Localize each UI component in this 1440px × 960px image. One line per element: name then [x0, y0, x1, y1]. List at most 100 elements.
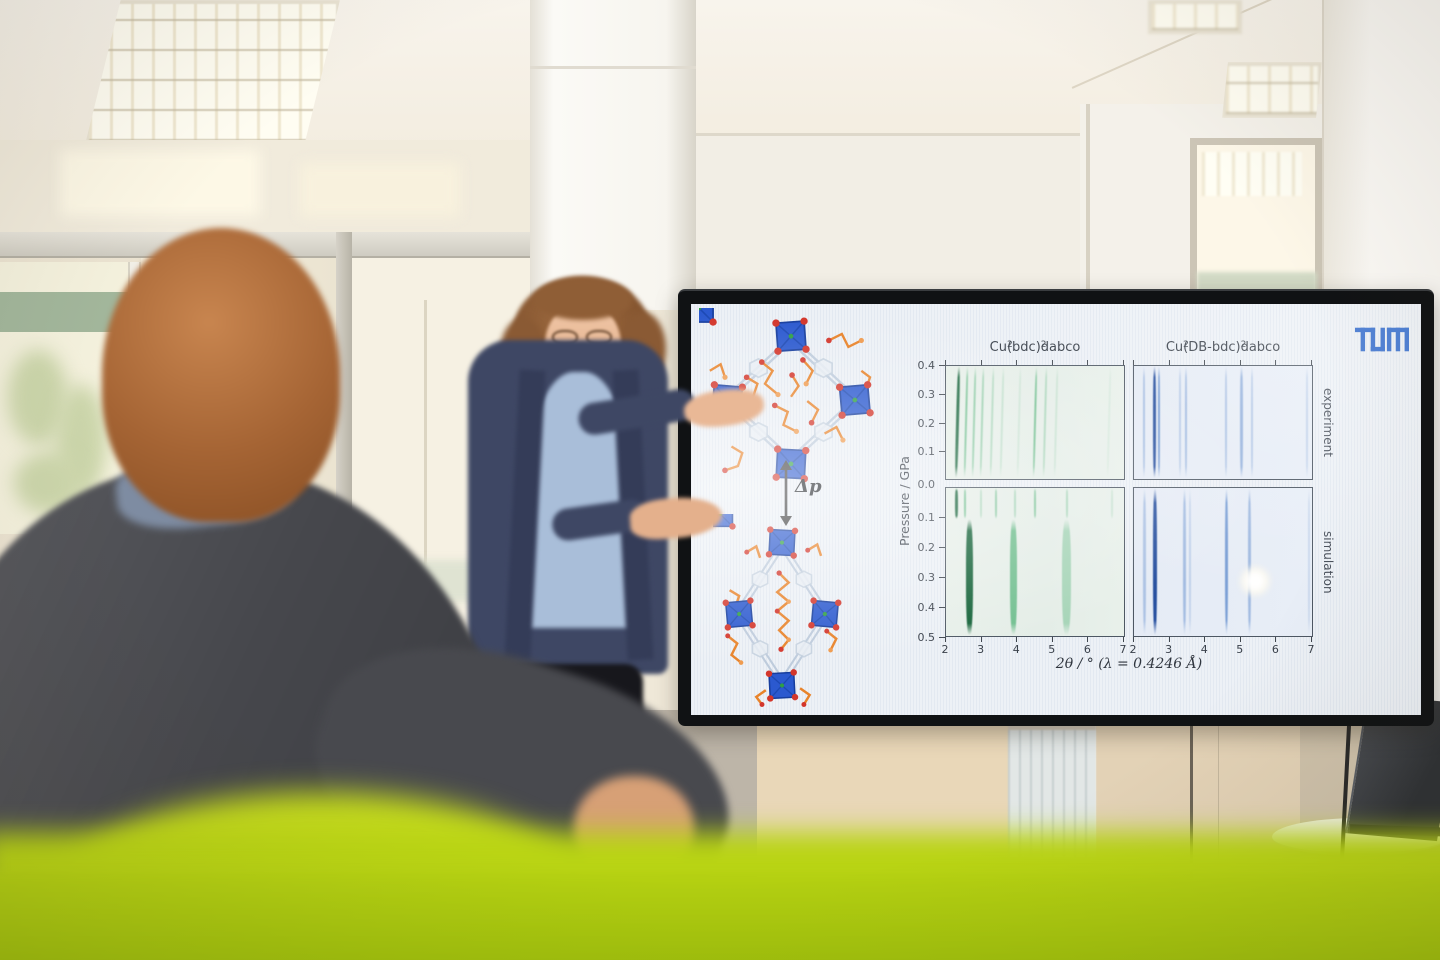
row-label-experiment: experiment: [1321, 388, 1335, 457]
y-tick-mark: [939, 422, 945, 424]
diffraction-line: [1308, 488, 1311, 635]
diffraction-line: [1061, 518, 1071, 635]
ceiling-light-fixture: [1148, 0, 1242, 34]
y-axis-label: Pressure / GPa: [897, 456, 912, 546]
y-tick-mark: [939, 393, 945, 395]
x-tick-mark: [1051, 360, 1053, 365]
diffraction-line: [954, 366, 961, 478]
x-tick-label: 5: [1236, 643, 1244, 656]
diffraction-line: [1066, 488, 1069, 519]
pressure-arrow-icon: [780, 460, 792, 526]
diffraction-line: [1143, 488, 1147, 635]
diffraction-line: [980, 488, 983, 519]
x-tick-mark: [945, 360, 946, 365]
slide: Δp: [691, 304, 1421, 715]
diffraction-line: [979, 366, 985, 478]
y-tick-label: 0.3: [917, 571, 936, 584]
x-tick-label: 6: [1271, 643, 1279, 656]
x-tick-label: 2: [941, 643, 949, 656]
column-seam: [530, 66, 696, 69]
diffraction-line: [963, 366, 969, 478]
diffraction-line: [965, 518, 973, 635]
diffraction-line: [1247, 488, 1251, 635]
diffraction-line: [1111, 488, 1114, 519]
couch-seat-front: [0, 872, 1440, 960]
y-tick-label: 0.3: [917, 387, 936, 401]
delta-p-label: Δp: [795, 476, 822, 497]
y-tick-mark: [939, 607, 945, 608]
heatmap-panel: [945, 487, 1125, 637]
diffraction-line: [1053, 366, 1059, 478]
diffraction-line: [1142, 366, 1145, 478]
diffraction-line: [1240, 366, 1243, 478]
diffraction-line: [1032, 366, 1038, 478]
y-tick-label: 0.0: [917, 477, 936, 491]
x-tick-mark: [1168, 360, 1170, 365]
x-tick-mark: [1239, 637, 1241, 642]
y-tick-label: 0.4: [917, 601, 936, 614]
white-column: [530, 0, 696, 310]
x-tick-mark: [1133, 637, 1134, 642]
x-tick-mark: [1311, 637, 1312, 642]
x-tick-label: 3: [977, 643, 985, 656]
y-tick-mark: [939, 547, 945, 548]
y-tick-mark: [939, 517, 945, 518]
diffraction-line: [1016, 366, 1022, 478]
diffraction-lines: [945, 366, 1126, 479]
x-tick-mark: [1239, 360, 1241, 365]
x-tick-mark: [1311, 360, 1312, 365]
x-tick-label: 4: [1200, 643, 1208, 656]
diffraction-line: [963, 488, 966, 519]
wall-seam: [1190, 716, 1193, 888]
x-tick-mark: [1087, 637, 1089, 642]
ceiling-light-fixture: [1222, 62, 1322, 118]
diffraction-line: [1153, 488, 1158, 635]
x-tick-mark: [1133, 360, 1134, 365]
y-tick-label: 0.4: [917, 359, 936, 372]
x-tick-label: 6: [1083, 643, 1091, 656]
chart-column-title: Cu 2 (bdc) 2 dabco: [989, 340, 1081, 355]
diffraction-lines: [1134, 488, 1312, 636]
x-tick-label: 2: [1129, 643, 1137, 656]
diffraction-line: [971, 366, 977, 478]
x-tick-mark: [1016, 360, 1018, 365]
diffraction-line: [1188, 488, 1191, 635]
diffraction-line: [1182, 488, 1186, 635]
x-tick-mark: [1275, 360, 1277, 365]
x-tick-mark: [1204, 360, 1206, 365]
y-tick-label: 0.1: [917, 445, 936, 459]
x-tick-mark: [1168, 637, 1170, 642]
heatmap-panel: [1133, 365, 1313, 480]
mof-structure-contracted: [713, 514, 843, 707]
diffraction-line: [999, 366, 1005, 478]
y-tick-mark: [939, 365, 945, 366]
diffraction-line: [1179, 366, 1182, 478]
diffraction-line: [1034, 488, 1037, 519]
diffraction-line: [1042, 366, 1048, 478]
wall-seam: [1218, 716, 1219, 888]
diffraction-lines: [1134, 366, 1312, 479]
audience-head: [102, 228, 340, 522]
light-reflection: [300, 163, 460, 217]
diffraction-chart-grid: Cu 2 (bdc) 2 dabco Cu 2 (DB-bdc) 2 dabco 2 3 4 5 6 7 2 3 4…: [691, 304, 1421, 715]
x-tick-mark: [1204, 637, 1206, 642]
y-tick-label: 0.2: [917, 416, 936, 430]
diffraction-line: [1153, 366, 1157, 478]
chart-column-title: Cu 2 (DB-bdc) 2 dabco: [1165, 340, 1281, 355]
wall-corner-line: [1086, 104, 1090, 294]
diffraction-line: [1250, 366, 1253, 478]
diffraction-line: [989, 366, 995, 478]
y-tick-mark: [939, 637, 945, 638]
presenter-hair-fringe: [534, 278, 632, 320]
back-wall: [696, 133, 1086, 293]
diffraction-line: [1306, 366, 1309, 478]
diffraction-line: [1106, 366, 1112, 478]
x-tick-mark: [945, 637, 946, 642]
row-label-simulation: simulation: [1321, 530, 1335, 594]
x-tick-mark: [980, 360, 982, 365]
heatmap-panel: [1133, 487, 1313, 637]
x-tick-mark: [1275, 637, 1277, 642]
x-tick-mark: [1016, 637, 1018, 642]
diffraction-lines: [946, 488, 1124, 636]
